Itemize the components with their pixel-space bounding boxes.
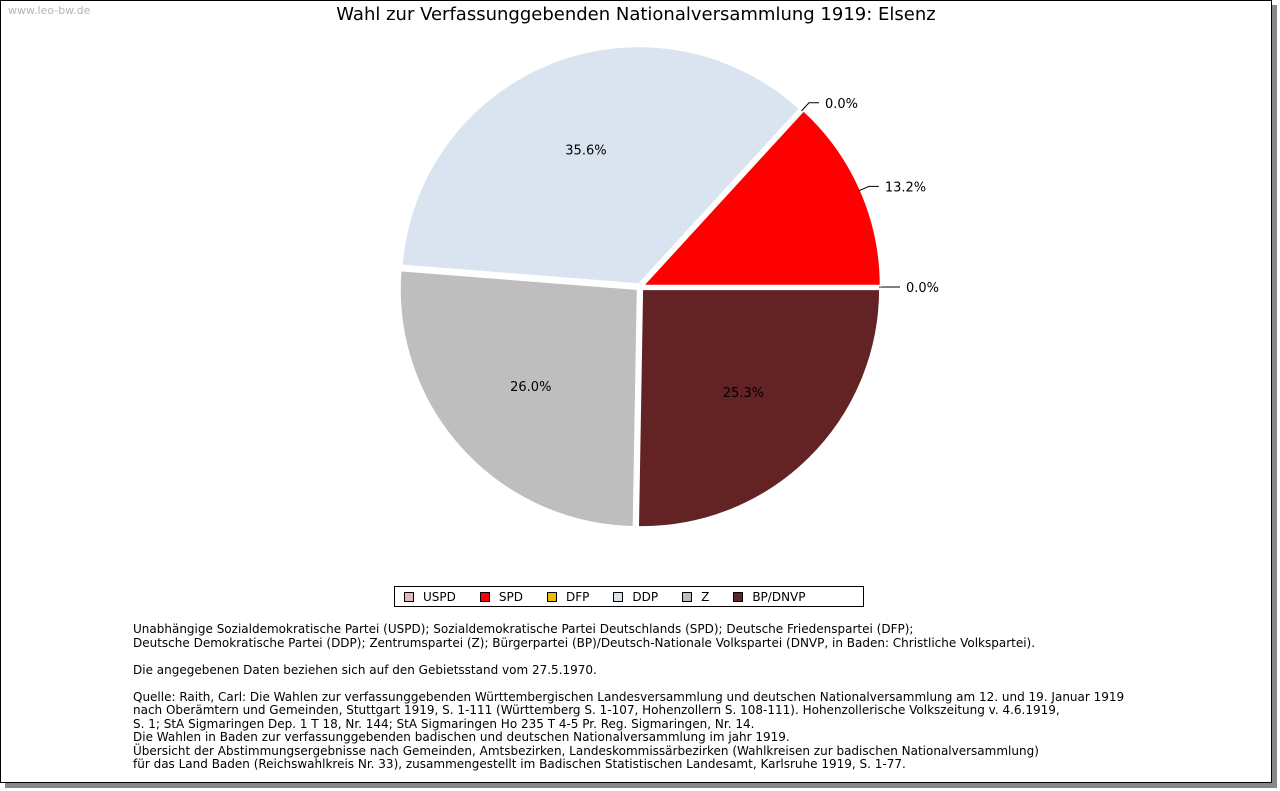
notes-block: Unabhängige Sozialdemokratische Partei (…	[133, 622, 1125, 785]
legend-swatch	[404, 591, 414, 602]
legend-item-ddp: DDP	[613, 590, 658, 604]
legend-label: BP/DNVP	[752, 589, 806, 604]
source-notes: Quelle: Raith, Carl: Die Wahlen zur verf…	[133, 689, 1125, 772]
source-note-line: Übersicht der Abstimmungsergebnisse nach…	[133, 743, 1039, 758]
source-note-line: für das Land Baden (Reichswahlkreis Nr. …	[133, 757, 906, 771]
slice-label: 25.3%	[723, 386, 764, 401]
pie-slice-ddp	[400, 45, 802, 286]
slice-label: 26.0%	[510, 380, 551, 395]
legend-label: SPD	[498, 589, 523, 604]
party-note-line: Deutsche Demokratische Partei (DDP); Zen…	[133, 635, 1036, 650]
legend-label: USPD	[423, 589, 456, 604]
source-note-line: S. 1; StA Sigmaringen Dep. 1 T 18, Nr. 1…	[133, 716, 755, 731]
party-notes: Unabhängige Sozialdemokratische Partei (…	[133, 622, 1124, 650]
source-note-line: Die Wahlen in Baden zur verfassunggebend…	[133, 730, 790, 744]
pie-slice-z	[398, 269, 639, 528]
legend-item-dfp: DFP	[546, 589, 590, 604]
legend-swatch	[733, 591, 744, 602]
slice-label: 13.2%	[885, 180, 926, 195]
source-note-line: Quelle: Raith, Carl: Die Wahlen zur verf…	[133, 689, 1125, 704]
legend-item-spd: SPD	[479, 589, 523, 604]
watermark: www.leo-bw.de	[8, 4, 91, 17]
legend-label: Z	[701, 589, 710, 604]
party-note-line: Unabhängige Sozialdemokratische Partei (…	[133, 622, 914, 636]
territory-note-line: Die angegebenen Daten beziehen sich auf …	[133, 662, 597, 677]
slice-label: 35.6%	[565, 144, 606, 159]
leader-line	[801, 102, 819, 112]
slice-label: 0.0%	[906, 281, 939, 296]
legend-item-z: Z	[682, 590, 709, 604]
chart-legend: USPD SPD DFP DDP Z BP/DNVP	[394, 586, 864, 607]
legend-swatch	[479, 591, 490, 602]
chart-title: Wahl zur Verfassunggebenden Nationalvers…	[336, 4, 936, 25]
legend-swatch	[682, 591, 693, 602]
legend-item-bp-dnvp: BP/DNVP	[733, 589, 806, 604]
legend-swatch	[546, 591, 557, 602]
legend-swatch	[613, 591, 624, 602]
leader-line	[858, 185, 879, 192]
pie-slice-bp-dnvp	[636, 288, 882, 529]
territory-note: Die angegebenen Daten beziehen sich auf …	[133, 662, 1124, 678]
legend-label: DFP	[565, 589, 590, 604]
legend-item-uspd: USPD	[404, 590, 456, 604]
legend-label: DDP	[632, 589, 659, 604]
slice-label: 0.0%	[825, 97, 858, 112]
source-note-line: nach Oberämtern und Gemeinden, Stuttgart…	[133, 703, 1060, 717]
